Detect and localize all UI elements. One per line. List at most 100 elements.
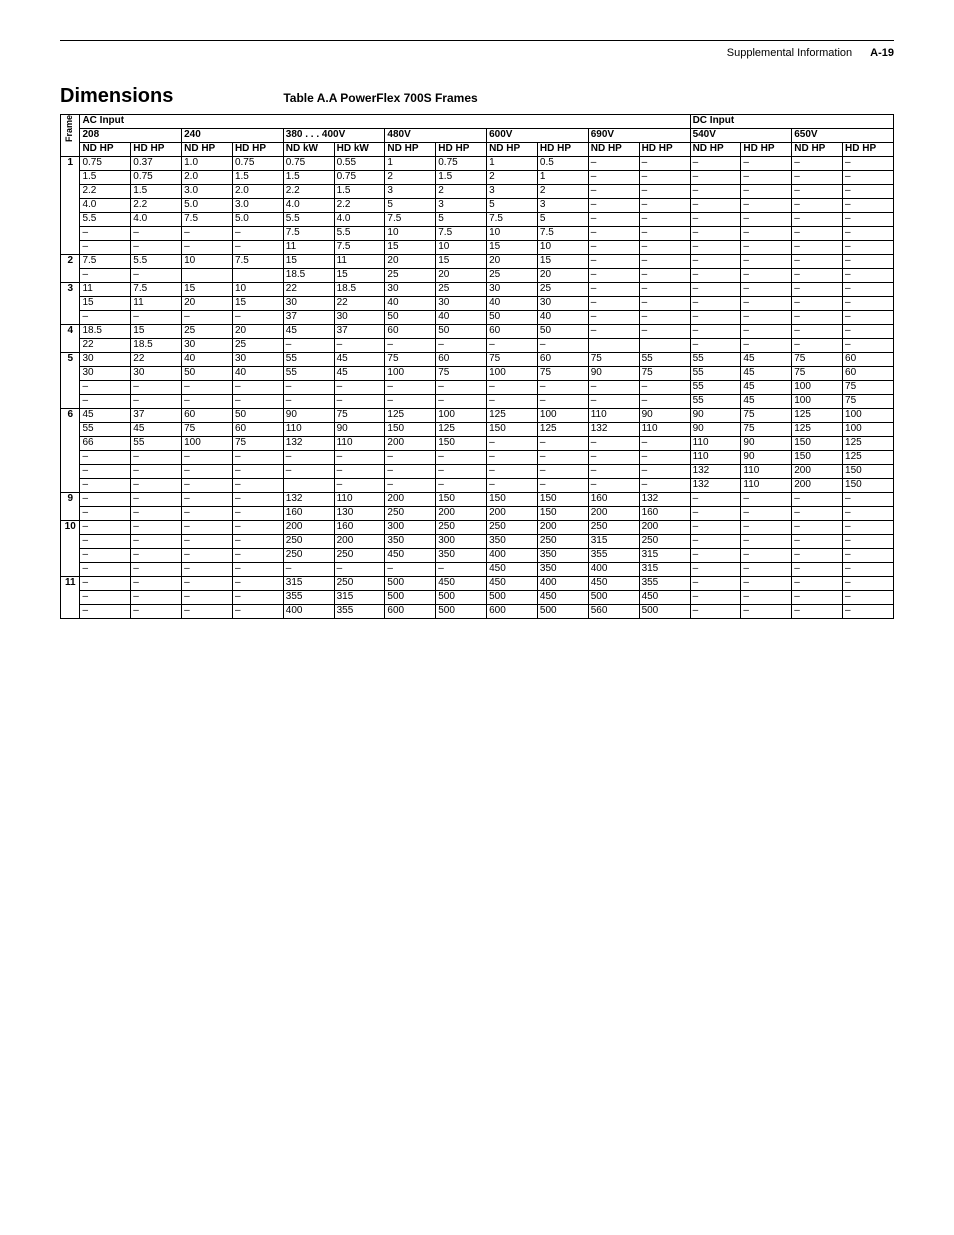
data-cell: 125 [385,409,436,423]
data-cell: 25 [232,339,283,353]
data-cell: 11 [283,241,334,255]
data-cell: – [537,437,588,451]
data-cell: – [639,325,690,339]
data-cell: – [385,339,436,353]
data-cell: – [436,563,487,577]
data-cell: – [182,521,233,535]
data-cell: 55 [690,381,741,395]
data-cell: – [487,395,538,409]
data-cell: 150 [537,507,588,521]
data-cell: 7.5 [283,227,334,241]
data-cell: 75 [537,367,588,381]
data-cell: 55 [283,367,334,381]
data-cell: – [131,241,182,255]
data-cell: 60 [232,423,283,437]
data-cell: – [741,549,792,563]
data-cell: 75 [487,353,538,367]
data-cell: 10 [436,241,487,255]
ac-input-header: AC Input [80,115,690,129]
data-cell: – [487,381,538,395]
data-cell: – [537,479,588,493]
data-cell: 100 [436,409,487,423]
data-cell: 5.5 [334,227,385,241]
data-cell: 10 [232,283,283,297]
data-cell: 4.0 [283,199,334,213]
data-cell: 50 [385,311,436,325]
data-cell: 400 [588,563,639,577]
data-cell: – [741,325,792,339]
data-cell: 7.5 [334,241,385,255]
data-cell: 160 [588,493,639,507]
data-cell: 75 [843,395,894,409]
data-cell: – [843,269,894,283]
data-cell: – [588,213,639,227]
data-cell: – [792,549,843,563]
data-cell: – [182,507,233,521]
data-cell: – [690,549,741,563]
data-cell: 450 [487,577,538,591]
data-cell: – [131,521,182,535]
data-cell: – [792,157,843,171]
data-cell: – [131,535,182,549]
data-cell: – [690,507,741,521]
data-cell: – [131,451,182,465]
data-cell: 4.0 [80,199,131,213]
data-cell: – [283,395,334,409]
data-cell: – [232,563,283,577]
data-cell: – [639,381,690,395]
data-cell: – [639,171,690,185]
data-cell: 450 [385,549,436,563]
data-cell: – [131,227,182,241]
frame-cell: 9 [61,493,80,521]
data-cell: – [334,451,385,465]
data-cell: 160 [639,507,690,521]
data-cell: – [232,591,283,605]
data-cell: – [182,381,233,395]
data-cell: – [131,269,182,283]
data-cell: – [690,493,741,507]
data-cell: 1 [537,171,588,185]
data-cell: 2.2 [80,185,131,199]
data-cell: – [182,563,233,577]
data-cell: – [690,605,741,619]
data-cell: – [690,213,741,227]
data-cell: – [588,199,639,213]
data-cell: – [690,241,741,255]
data-cell: 20 [436,269,487,283]
data-cell: 100 [843,423,894,437]
data-cell: 100 [487,367,538,381]
data-cell: 132 [639,493,690,507]
data-cell: – [690,577,741,591]
data-cell: – [588,241,639,255]
data-cell: 250 [588,521,639,535]
data-cell: 125 [792,409,843,423]
data-cell: – [741,311,792,325]
data-cell: – [792,213,843,227]
data-cell: – [436,395,487,409]
data-cell: 250 [639,535,690,549]
data-cell: – [639,451,690,465]
data-cell: 400 [537,577,588,591]
data-cell [588,339,639,353]
data-cell: – [843,339,894,353]
data-cell: 500 [436,605,487,619]
data-cell: – [741,507,792,521]
data-cell: 200 [283,521,334,535]
data-cell: – [182,227,233,241]
data-cell: – [385,395,436,409]
table-row: ––––7.55.5107.5107.5–––––– [61,227,894,241]
data-cell: – [843,493,894,507]
data-cell: – [588,451,639,465]
data-cell: 150 [792,437,843,451]
data-cell: – [741,577,792,591]
data-cell: 200 [385,493,436,507]
table-row: ––––250250450350400350355315–––– [61,549,894,563]
data-cell: – [690,311,741,325]
data-cell: 55 [639,353,690,367]
data-cell: 5.0 [182,199,233,213]
data-cell: 1 [487,157,538,171]
data-cell: 315 [283,577,334,591]
data-cell: – [80,591,131,605]
data-cell: – [334,465,385,479]
data-cell: – [792,507,843,521]
